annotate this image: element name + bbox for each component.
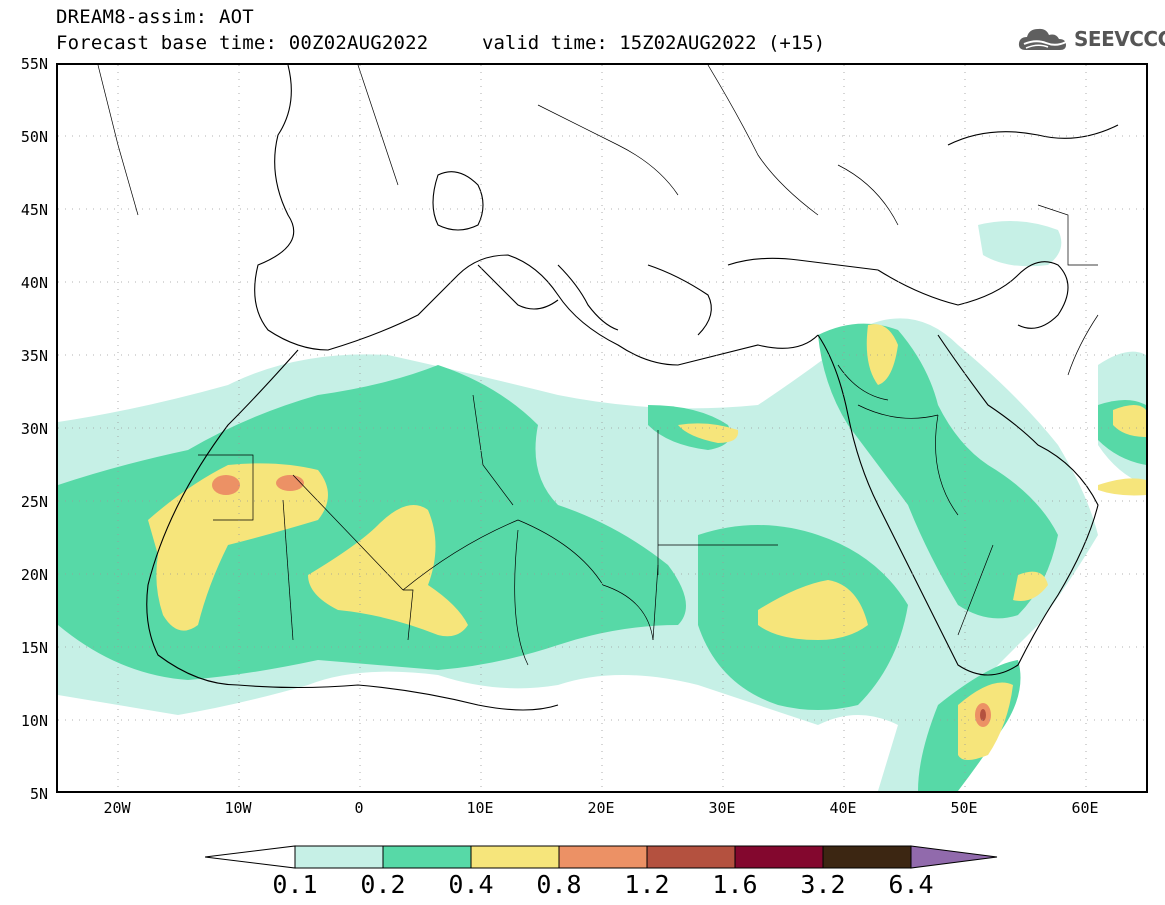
lon-label-20w: 20W [103,799,131,817]
lon-label-40e: 40E [829,799,857,817]
lon-label-60e: 60E [1071,799,1099,817]
valid-time: valid time: 15Z02AUG2022 (+15) [482,32,826,54]
lon-label-50e: 50E [950,799,978,817]
aot-level-1.2-1.6 [980,709,986,721]
colorbar-swatch-2 [382,845,472,869]
lat-label-55n: 55N [20,55,48,73]
lat-label-15n: 15N [20,639,48,657]
colorbar-swatch-7 [822,845,912,869]
cloud-icon [1018,28,1067,50]
colorbar-swatch-above [910,845,998,869]
lat-label-10n: 10N [20,712,48,730]
map-panel [56,63,1148,793]
lat-label-40n: 40N [20,274,48,292]
colorbar-label: 3.2 [800,870,846,899]
colorbar-label: 0.1 [272,870,318,899]
forecast-base-time: Forecast base time: 00Z02AUG2022 [56,32,429,54]
colorbar-label: 6.4 [888,870,934,899]
colorbar-swatch-4 [558,845,648,869]
seevccc-logo: SEEVCCC [1016,24,1165,56]
colorbar-label: 0.2 [360,870,406,899]
colorbar-swatch-6 [734,845,824,869]
lat-label-25n: 25N [20,493,48,511]
aot-level-0.4-0.8 [148,324,1146,760]
chart-title: DREAM8-assim: AOT [56,6,254,28]
colorbar-swatch-below [205,845,296,869]
colorbar-swatch-3 [470,845,560,869]
lon-label-10e: 10E [466,799,494,817]
colorbar-label: 0.8 [536,870,582,899]
coastlines [146,65,1119,711]
colorbar-label: 0.4 [448,870,494,899]
lon-label-30e: 30E [708,799,736,817]
colorbar-swatch-1 [294,845,384,869]
lat-label-45n: 45N [20,201,48,219]
lat-label-30n: 30N [20,420,48,438]
lat-label-35n: 35N [20,347,48,365]
lon-label-20e: 20E [587,799,615,817]
lon-label-0: 0 [354,799,364,817]
logo-text: SEEVCCC [1074,27,1165,51]
lon-label-10w: 10W [224,799,252,817]
lat-label-50n: 50N [20,128,48,146]
aot-map [58,65,1146,791]
lat-label-5n: 5N [29,785,48,803]
colorbar [205,845,998,869]
colorbar-label: 1.6 [712,870,758,899]
borders [97,65,1099,666]
lat-label-20n: 20N [20,566,48,584]
colorbar-label: 1.2 [624,870,670,899]
colorbar-swatch-5 [646,845,736,869]
